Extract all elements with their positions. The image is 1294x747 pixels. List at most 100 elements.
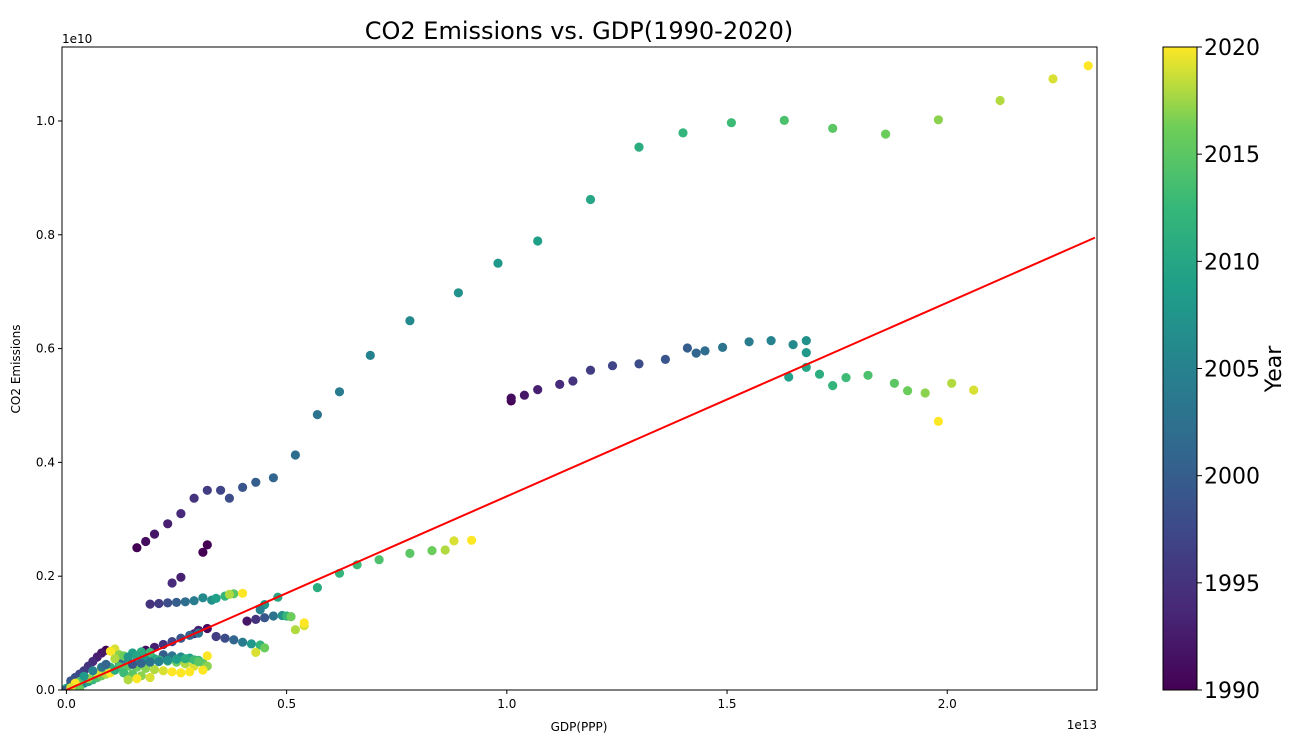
data-point (154, 656, 164, 667)
data-point (678, 128, 688, 138)
data-point (260, 613, 270, 623)
data-point (718, 342, 728, 352)
data-point (268, 611, 278, 621)
y-tick-label: 0.0 (36, 683, 55, 697)
data-point (180, 597, 190, 607)
data-point (933, 115, 944, 125)
data-point (585, 194, 596, 205)
data-point (176, 572, 186, 582)
x-axis-label: GDP(PPP) (551, 720, 608, 734)
data-point (79, 671, 89, 681)
data-point (149, 529, 160, 539)
data-point (947, 378, 957, 388)
data-point (585, 365, 596, 375)
data-point (158, 666, 168, 676)
data-point (995, 95, 1005, 106)
data-point (533, 236, 543, 246)
data-point (136, 658, 146, 668)
data-point (744, 337, 754, 347)
data-point (405, 316, 415, 326)
data-point (242, 616, 252, 626)
data-point (163, 519, 173, 529)
data-point (163, 655, 173, 666)
data-point (123, 652, 133, 662)
y-axis-label: CO2 Emissions (9, 325, 23, 414)
data-point (238, 482, 248, 492)
data-point (251, 647, 261, 658)
data-point (290, 450, 300, 460)
data-point (88, 666, 98, 676)
data-point (211, 593, 221, 604)
data-point (493, 258, 503, 268)
data-point (660, 354, 671, 364)
data-point (202, 540, 212, 550)
colorbar-tick-label: 2005 (1204, 358, 1260, 383)
data-point (903, 386, 913, 396)
data-point (255, 605, 265, 615)
data-point (176, 668, 186, 678)
data-point (268, 473, 278, 483)
data-point (427, 546, 437, 556)
data-point (881, 129, 891, 139)
plot-frame (61, 46, 1098, 691)
scatter-points (62, 61, 1093, 690)
data-point (149, 664, 160, 675)
data-point (634, 142, 644, 152)
data-point (814, 369, 825, 379)
data-point (933, 416, 944, 426)
y-offset-label: 1e10 (62, 32, 92, 46)
data-point (110, 654, 120, 664)
data-point (726, 118, 737, 128)
data-point (193, 656, 204, 667)
data-point (920, 388, 930, 398)
colorbar-ticks: 1990 1995 2000 2005 2010 2015 2020 (1197, 36, 1260, 704)
data-point (691, 348, 701, 358)
data-point (238, 588, 248, 598)
data-point (251, 477, 261, 487)
data-point (449, 536, 459, 546)
data-point (1083, 61, 1093, 71)
data-point (176, 508, 186, 519)
data-point (145, 672, 155, 683)
data-point (198, 665, 208, 675)
data-point (145, 657, 155, 667)
data-point (374, 555, 384, 565)
colorbar-tick-label: 1990 (1204, 679, 1260, 704)
data-point (467, 535, 477, 545)
data-point (788, 340, 798, 350)
data-point (185, 667, 195, 677)
data-point (154, 598, 164, 609)
data-point (533, 385, 543, 395)
data-point (969, 385, 979, 395)
x-tick-label: 1.0 (497, 697, 516, 711)
colorbar (1162, 46, 1198, 691)
data-point (290, 625, 300, 635)
data-point (607, 361, 618, 371)
y-tick-label: 0.4 (36, 455, 55, 469)
data-point (198, 593, 208, 603)
data-point (828, 123, 838, 133)
data-point (519, 390, 530, 400)
data-point (171, 597, 182, 608)
x-axis-ticks: 0.0 0.5 1.0 1.5 2.0 (57, 690, 957, 711)
data-point (801, 348, 811, 358)
data-point (334, 387, 345, 397)
x-tick-label: 1.5 (717, 697, 736, 711)
data-point (189, 596, 199, 606)
data-point (211, 631, 221, 642)
colorbar-tick-label: 2015 (1204, 143, 1260, 168)
data-point (506, 393, 516, 403)
y-tick-label: 1.0 (36, 114, 55, 128)
data-point (145, 599, 155, 609)
colorbar-tick-label: 1995 (1204, 572, 1260, 597)
data-point (123, 675, 133, 685)
data-point (224, 589, 234, 600)
x-tick-label: 0.0 (57, 697, 76, 711)
regression-line (66, 236, 1096, 691)
y-tick-label: 0.2 (36, 569, 55, 583)
data-point (251, 614, 261, 625)
data-point (863, 370, 873, 380)
colorbar-tick-label: 2010 (1204, 250, 1260, 275)
data-point (405, 548, 415, 559)
data-point (1048, 74, 1058, 84)
